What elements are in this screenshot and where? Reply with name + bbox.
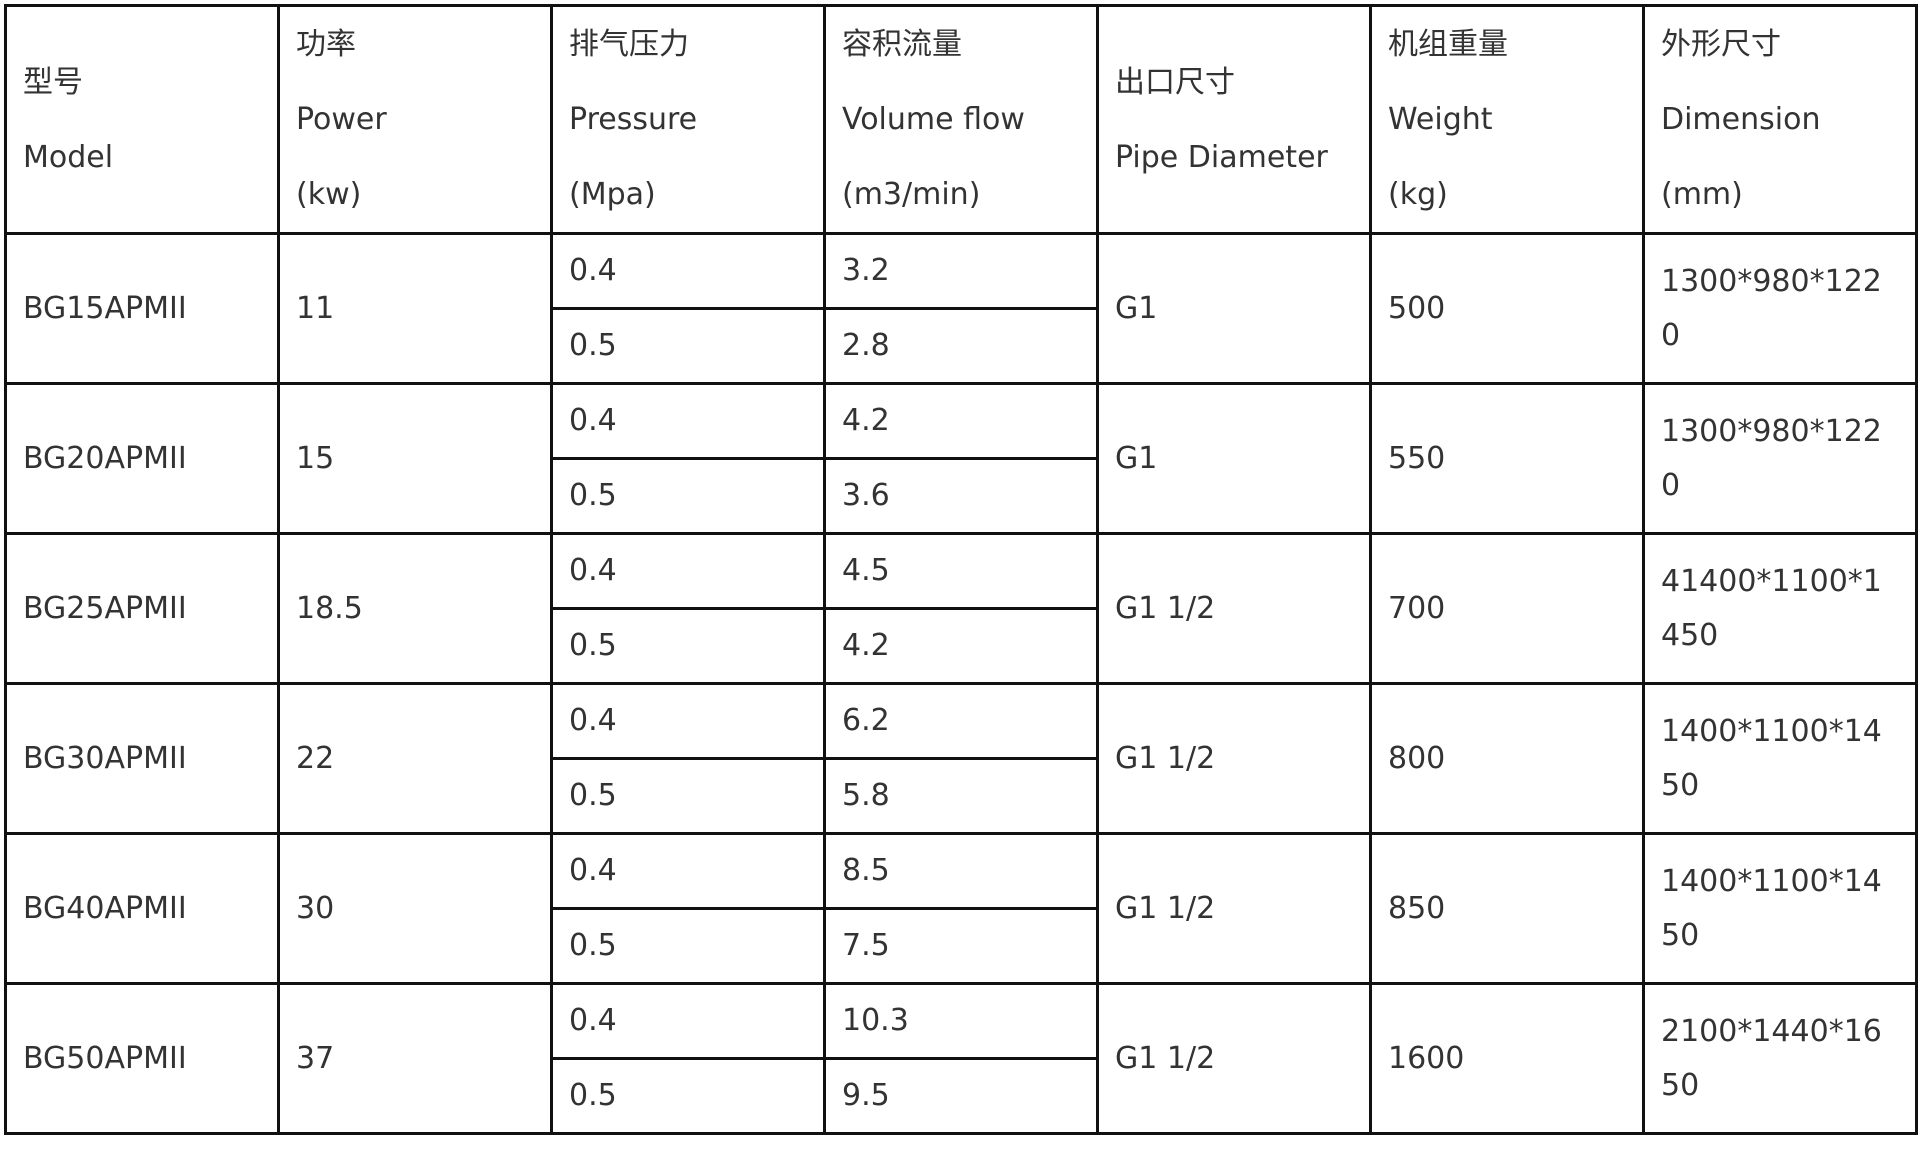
flow-cell: 6.2: [823, 682, 1099, 760]
pressure-cell: 0.4: [550, 832, 826, 910]
table-row: BG50APMII 37 0.4 10.3 G1 1/2 1600 2100*1440*16…: [4, 982, 1918, 1135]
header-zh: 排气压力: [569, 27, 689, 62]
pressure-cell: 0.5: [550, 307, 826, 385]
table-subrow: 0.5 5.8: [6, 757, 1917, 835]
pipe-cell: G1 1/2: [1096, 832, 1372, 985]
header-model: 型号 Model: [4, 4, 280, 235]
dimension-cell: 2100*1440*1650: [1642, 982, 1918, 1135]
header-en: Pressure: [569, 102, 698, 137]
power-cell: 37: [277, 982, 553, 1135]
flow-cell: 4.2: [823, 382, 1099, 460]
dimension-cell: 1300*980*1220: [1642, 232, 1918, 385]
header-en: Weight: [1388, 102, 1493, 137]
dimension-cell: 1300*980*1220: [1642, 382, 1918, 535]
flow-cell: 4.5: [823, 532, 1099, 610]
header-pipe-diameter: 出口尺寸 Pipe Diameter: [1096, 4, 1372, 235]
pressure-cell: 0.5: [550, 457, 826, 535]
header-dimension: 外形尺寸 Dimension (mm): [1642, 4, 1918, 235]
flow-cell: 8.5: [823, 832, 1099, 910]
weight-cell: 1600: [1369, 982, 1645, 1135]
pressure-cell: 0.5: [550, 757, 826, 835]
pressure-cell: 0.4: [550, 682, 826, 760]
power-cell: 15: [277, 382, 553, 535]
table-subrow: 0.5 4.2: [6, 607, 1917, 685]
power-cell: 22: [277, 682, 553, 835]
pressure-cell: 0.4: [550, 532, 826, 610]
pressure-cell: 0.5: [550, 907, 826, 985]
header-unit: (mm): [1661, 177, 1743, 212]
table-subrow: 0.5 7.5: [6, 907, 1917, 985]
model-cell: BG40APMII: [4, 832, 280, 985]
pipe-cell: G1 1/2: [1096, 982, 1372, 1135]
model-cell: BG30APMII: [4, 682, 280, 835]
dimension-cell: 41400*1100*1450: [1642, 532, 1918, 685]
header-zh: 外形尺寸: [1661, 27, 1781, 62]
pressure-cell: 0.4: [550, 232, 826, 310]
header-unit: (m3/min): [842, 177, 981, 212]
flow-cell: 4.2: [823, 607, 1099, 685]
header-pressure: 排气压力 Pressure (Mpa): [550, 4, 826, 235]
power-cell: 30: [277, 832, 553, 985]
weight-cell: 500: [1369, 232, 1645, 385]
flow-cell: 9.5: [823, 1057, 1099, 1135]
pressure-cell: 0.4: [550, 382, 826, 460]
spec-table: 型号 Model 功率 Power (kw) 排气压力 Pressure (Mpa) 容积…: [4, 4, 1918, 1135]
flow-cell: 5.8: [823, 757, 1099, 835]
pipe-cell: G1 1/2: [1096, 682, 1372, 835]
header-volume-flow: 容积流量 Volume flow (m3/min): [823, 4, 1099, 235]
pipe-cell: G1: [1096, 382, 1372, 535]
header-power: 功率 Power (kw): [277, 4, 553, 235]
pipe-cell: G1 1/2: [1096, 532, 1372, 685]
header-en: Volume flow: [842, 102, 1025, 137]
weight-cell: 850: [1369, 832, 1645, 985]
weight-cell: 550: [1369, 382, 1645, 535]
header-en: Pipe Diameter: [1115, 139, 1328, 175]
header-zh: 型号: [23, 64, 83, 100]
model-cell: BG15APMII: [4, 232, 280, 385]
model-cell: BG25APMII: [4, 532, 280, 685]
flow-cell: 10.3: [823, 982, 1099, 1060]
flow-cell: 3.2: [823, 232, 1099, 310]
weight-cell: 800: [1369, 682, 1645, 835]
pressure-cell: 0.4: [550, 982, 826, 1060]
pressure-cell: 0.5: [550, 607, 826, 685]
table-subrow: 0.5 3.6: [6, 457, 1917, 535]
model-cell: BG20APMII: [4, 382, 280, 535]
header-zh: 机组重量: [1388, 27, 1508, 62]
header-en: Model: [23, 139, 114, 175]
power-cell: 18.5: [277, 532, 553, 685]
weight-cell: 700: [1369, 532, 1645, 685]
header-row: 型号 Model 功率 Power (kw) 排气压力 Pressure (Mpa) 容积…: [4, 4, 1918, 235]
header-en: Power: [296, 102, 387, 137]
table-row: BG30APMII 22 0.4 6.2 G1 1/2 800 1400*1100*1450: [4, 682, 1918, 835]
pipe-cell: G1: [1096, 232, 1372, 385]
model-cell: BG50APMII: [4, 982, 280, 1135]
pressure-cell: 0.5: [550, 1057, 826, 1135]
table-subrow: 0.5 9.5: [6, 1057, 1917, 1135]
table-row: BG40APMII 30 0.4 8.5 G1 1/2 850 1400*1100*1450: [4, 832, 1918, 985]
dimension-cell: 1400*1100*1450: [1642, 832, 1918, 985]
table-row: BG20APMII 15 0.4 4.2 G1 550 1300*980*1220: [4, 382, 1918, 535]
header-zh: 容积流量: [842, 27, 962, 62]
flow-cell: 7.5: [823, 907, 1099, 985]
flow-cell: 3.6: [823, 457, 1099, 535]
header-unit: (kg): [1388, 177, 1448, 212]
table-row: BG15APMII 11 0.4 3.2 G1 500 1300*980*1220: [4, 232, 1918, 385]
header-unit: (kw): [296, 177, 362, 212]
header-unit: (Mpa): [569, 177, 656, 212]
flow-cell: 2.8: [823, 307, 1099, 385]
table-row: BG25APMII 18.5 0.4 4.5 G1 1/2 700 41400*1100*1…: [4, 532, 1918, 685]
dimension-cell: 1400*1100*1450: [1642, 682, 1918, 835]
table-subrow: 0.5 2.8: [6, 307, 1917, 385]
header-en: Dimension: [1661, 102, 1821, 137]
header-weight: 机组重量 Weight (kg): [1369, 4, 1645, 235]
power-cell: 11: [277, 232, 553, 385]
header-zh: 出口尺寸: [1115, 64, 1235, 100]
header-zh: 功率: [296, 27, 356, 62]
